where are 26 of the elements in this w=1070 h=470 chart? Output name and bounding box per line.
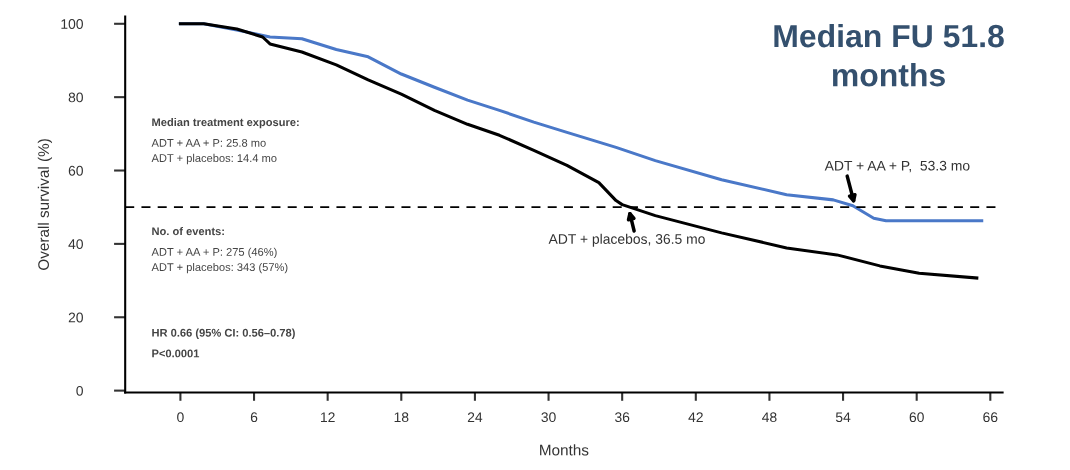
- y-tick-label: 100: [61, 19, 83, 29]
- x-tick-label: 36: [614, 412, 630, 423]
- x-tick-label: 48: [762, 412, 777, 423]
- y-tick-label: 60: [68, 165, 83, 176]
- annotation: ADT + placebos, 36.5 mo: [548, 233, 705, 247]
- y-tick-label: 20: [68, 312, 83, 323]
- x-axis-title: Months: [540, 444, 589, 456]
- y-axis-title: Overall survival (%): [37, 139, 53, 270]
- x-tick-label: 60: [909, 412, 924, 423]
- x-tick-label: 0: [177, 412, 184, 423]
- x-tick-label: 30: [541, 412, 556, 423]
- y-tick-label: 80: [68, 92, 83, 103]
- y-tick-label: 0: [76, 385, 83, 396]
- x-tick-label: 12: [321, 412, 335, 422]
- y-tick-label: 40: [68, 239, 83, 250]
- annotation: No. of events: ADT + AA + P: 275 (46%) ADT + placebos: 343 (57%): [151, 227, 288, 274]
- x-tick-label: 6: [250, 412, 258, 423]
- x-tick-label: 54: [835, 412, 851, 423]
- x-tick-label: 42: [688, 412, 703, 422]
- x-tick-label: 66: [983, 412, 998, 423]
- x-tick-label: 24: [467, 412, 483, 422]
- annotation: Median treatment exposure: ADT + AA + P: 25.8 mo ADT + placebos: 14.4 mo: [151, 117, 299, 165]
- annotation: HR 0.66 (95% CI: 0.56–0.78) P<0.0001: [152, 328, 295, 358]
- x-tick-label: 18: [394, 412, 409, 423]
- annotation: ADT + AA + P, 53.3 mo: [824, 160, 970, 173]
- text: Median FU 51.8 months: [774, 23, 1004, 87]
